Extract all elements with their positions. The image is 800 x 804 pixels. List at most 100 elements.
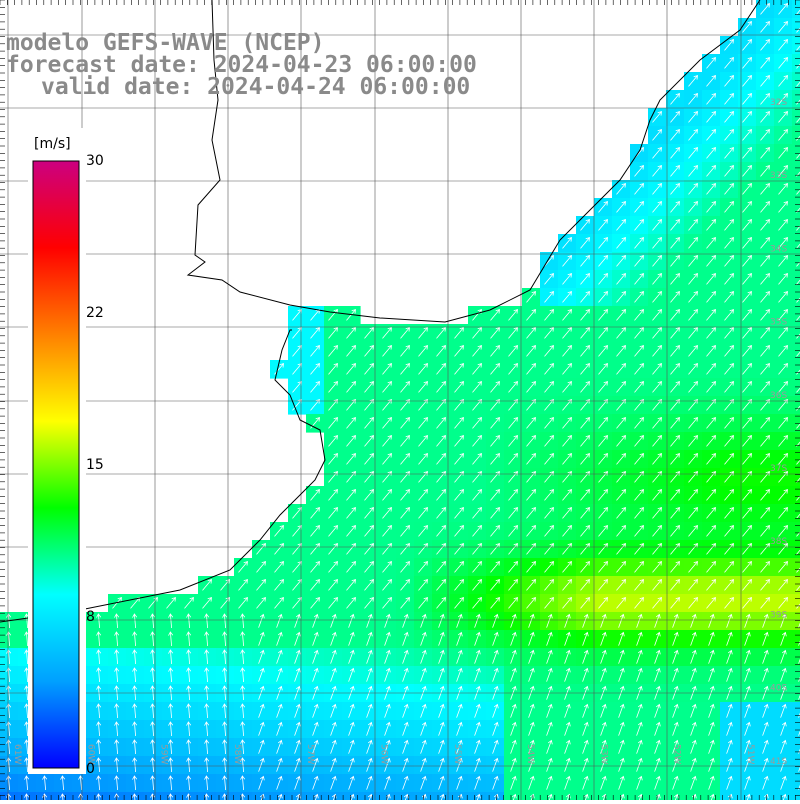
wind-cell	[360, 540, 379, 559]
wind-cell	[702, 72, 721, 91]
wind-cell	[468, 432, 487, 451]
wind-cell	[324, 378, 343, 397]
wind-cell	[792, 306, 800, 325]
wind-cell	[486, 504, 505, 523]
wind-cell	[504, 558, 523, 577]
lon-label: 55W	[452, 744, 462, 764]
wind-cell	[306, 540, 325, 559]
wind-cell	[792, 522, 800, 541]
wind-cell	[216, 594, 235, 613]
wind-cell	[468, 468, 487, 487]
wind-cell	[396, 540, 415, 559]
wind-cell	[576, 270, 595, 289]
wind-cell	[702, 594, 721, 613]
wind-cell	[594, 540, 613, 559]
wind-cell	[720, 54, 739, 73]
wind-cell	[540, 576, 559, 595]
wind-cell	[486, 486, 505, 505]
wind-cell	[648, 522, 667, 541]
wind-cell	[342, 486, 361, 505]
wind-cell	[648, 540, 667, 559]
wind-cell	[360, 486, 379, 505]
wind-cell	[450, 378, 469, 397]
wind-cell	[666, 270, 685, 289]
wind-cell	[774, 54, 793, 73]
wind-cell	[522, 540, 541, 559]
wind-cell	[756, 288, 775, 307]
wind-cell	[252, 540, 271, 559]
wind-cell	[270, 540, 289, 559]
wind-cell	[504, 360, 523, 379]
wind-cell	[540, 540, 559, 559]
wind-cell	[558, 270, 577, 289]
wind-cell	[576, 558, 595, 577]
wind-cell	[360, 342, 379, 361]
wind-cell	[756, 108, 775, 127]
wind-cell	[720, 414, 739, 433]
wind-cell	[522, 468, 541, 487]
wind-cell	[504, 306, 523, 325]
wind-cell	[666, 234, 685, 253]
wind-cell	[414, 468, 433, 487]
wind-cell	[486, 594, 505, 613]
wind-cell	[360, 522, 379, 541]
wind-cell	[486, 432, 505, 451]
wind-cell	[324, 306, 343, 325]
wind-cell	[756, 576, 775, 595]
wind-cell	[558, 432, 577, 451]
lat-label: 33S	[770, 171, 787, 181]
wind-cell	[756, 54, 775, 73]
wind-cell	[288, 342, 307, 361]
wind-cell	[450, 432, 469, 451]
wind-cell	[486, 378, 505, 397]
colorbar-gradient	[33, 161, 79, 768]
wind-cell	[612, 594, 631, 613]
wind-cell	[594, 360, 613, 379]
wind-cell	[414, 594, 433, 613]
wind-cell	[450, 396, 469, 415]
wind-cell	[702, 378, 721, 397]
wind-cell	[684, 378, 703, 397]
wind-cell	[558, 378, 577, 397]
wind-cell	[702, 522, 721, 541]
wind-cell	[576, 450, 595, 469]
wind-cell	[702, 432, 721, 451]
wind-cell	[648, 198, 667, 217]
wind-cell	[360, 594, 379, 613]
wind-cell	[702, 306, 721, 325]
wind-cell	[720, 36, 739, 55]
wind-cell	[486, 450, 505, 469]
wind-cell	[576, 360, 595, 379]
wind-cell	[414, 450, 433, 469]
wind-cell	[360, 450, 379, 469]
wind-cell	[324, 522, 343, 541]
wind-cell	[684, 162, 703, 181]
wind-cell	[396, 378, 415, 397]
wind-cell	[540, 342, 559, 361]
valid-date: valid date: 2024-04-24 06:00:00	[41, 75, 470, 99]
wind-cell	[702, 162, 721, 181]
wind-cell	[234, 576, 253, 595]
wind-cell	[288, 378, 307, 397]
wind-cell	[540, 396, 559, 415]
wind-cell	[684, 144, 703, 163]
lon-label: 59W	[159, 744, 169, 764]
wind-cell	[756, 0, 775, 19]
wind-cell	[684, 288, 703, 307]
wind-cell	[450, 486, 469, 505]
wind-cell	[522, 450, 541, 469]
wind-cell	[450, 594, 469, 613]
wind-cell	[378, 540, 397, 559]
wind-cell	[792, 594, 800, 613]
wind-cell	[324, 360, 343, 379]
wind-cell	[576, 378, 595, 397]
wind-cell	[234, 594, 253, 613]
wind-cell	[414, 360, 433, 379]
wind-cell	[324, 432, 343, 451]
wind-cell	[792, 468, 800, 487]
wind-cell	[648, 144, 667, 163]
wind-cell	[576, 288, 595, 307]
wind-cell	[558, 558, 577, 577]
wind-cell	[576, 522, 595, 541]
wind-cell	[558, 450, 577, 469]
